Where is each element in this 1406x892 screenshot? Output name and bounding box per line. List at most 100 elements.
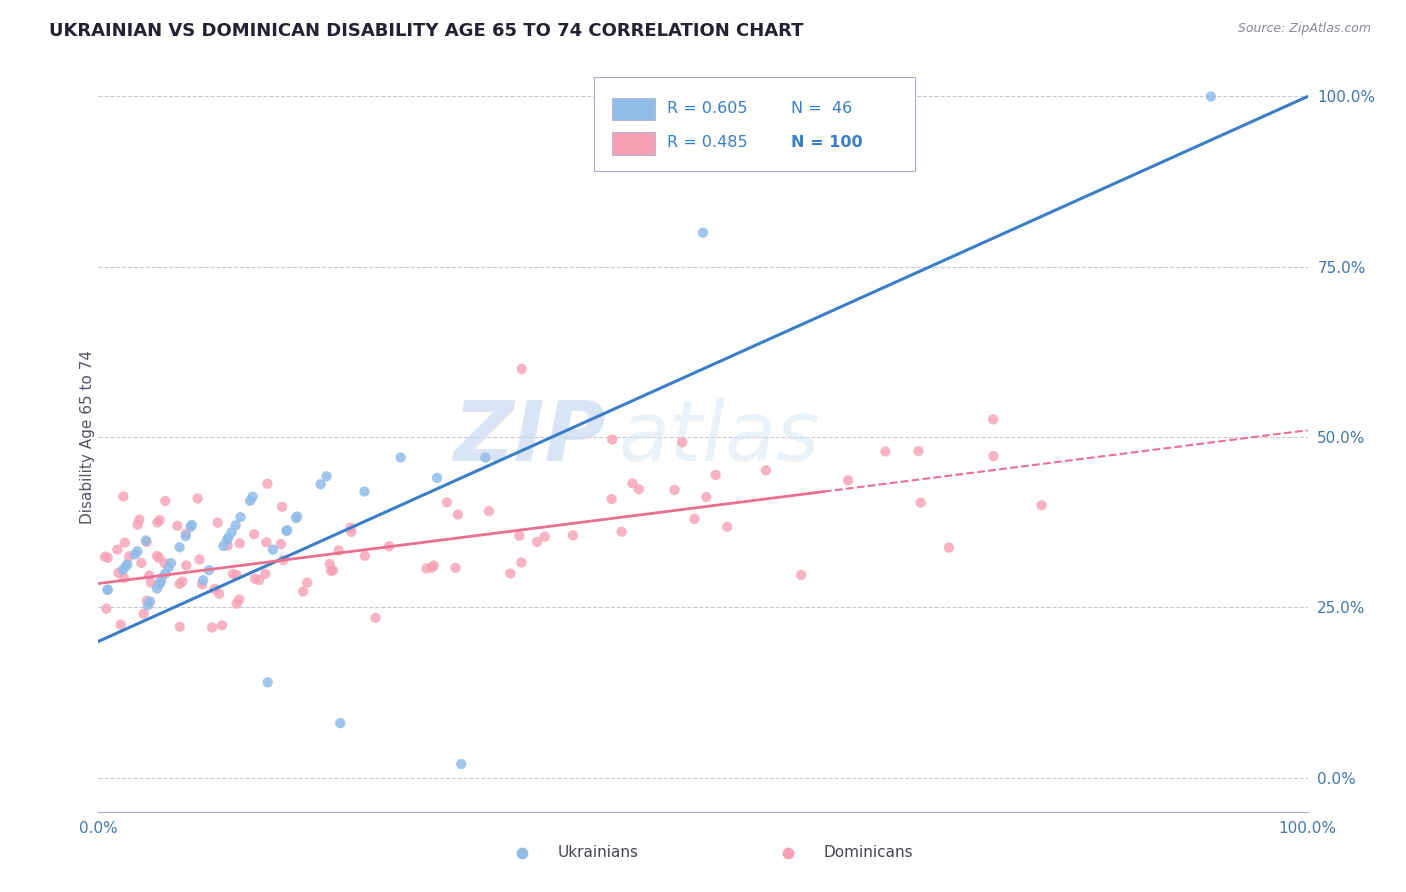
Point <box>153 556 176 570</box>
Point <box>166 518 188 533</box>
Point <box>309 477 332 491</box>
Point <box>96 582 118 597</box>
Point <box>271 500 294 514</box>
Y-axis label: Disability Age 65 to 74: Disability Age 65 to 74 <box>80 350 94 524</box>
Point <box>776 808 799 822</box>
Point <box>627 482 650 496</box>
Point <box>229 536 252 550</box>
Point <box>211 618 233 632</box>
Point <box>292 584 315 599</box>
Point <box>243 527 266 541</box>
Point <box>600 433 623 447</box>
Text: Source: ZipAtlas.com: Source: ZipAtlas.com <box>1237 22 1371 36</box>
Point <box>426 471 449 485</box>
Point <box>478 504 501 518</box>
Point <box>135 594 157 608</box>
Point <box>124 547 146 561</box>
Point <box>146 549 169 563</box>
Point <box>322 563 344 577</box>
Point <box>139 594 162 608</box>
Point <box>875 444 897 458</box>
Point <box>508 529 530 543</box>
Point <box>221 525 243 540</box>
Point <box>422 558 444 573</box>
Point <box>790 568 813 582</box>
Point <box>127 517 149 532</box>
Point <box>600 491 623 506</box>
Point <box>180 517 202 532</box>
Point <box>340 524 363 539</box>
Text: ZIP: ZIP <box>454 397 606 477</box>
Text: N = 100: N = 100 <box>792 135 863 150</box>
Point <box>225 518 247 533</box>
Point <box>664 483 686 497</box>
Text: UKRAINIAN VS DOMINICAN DISABILITY AGE 65 TO 74 CORRELATION CHART: UKRAINIAN VS DOMINICAN DISABILITY AGE 65… <box>49 22 804 40</box>
Point <box>191 577 214 591</box>
Point <box>447 508 470 522</box>
Point <box>225 568 247 582</box>
Point <box>474 450 496 465</box>
Point <box>112 571 135 585</box>
Point <box>315 469 337 483</box>
Point <box>561 528 583 542</box>
Point <box>96 601 118 615</box>
Point <box>146 582 169 596</box>
Point <box>450 757 472 772</box>
Text: R = 0.605: R = 0.605 <box>666 101 747 116</box>
Point <box>621 476 644 491</box>
Point <box>983 449 1005 463</box>
Point <box>132 607 155 621</box>
Point <box>319 564 342 578</box>
Point <box>188 552 211 566</box>
Point <box>229 510 252 524</box>
Point <box>105 542 128 557</box>
Point <box>169 540 191 554</box>
Point <box>276 523 298 537</box>
Point <box>174 526 197 541</box>
Point <box>354 549 377 563</box>
Point <box>837 473 859 487</box>
Point <box>285 511 308 525</box>
Point <box>276 524 298 538</box>
Point <box>150 571 173 585</box>
Point <box>148 550 170 565</box>
Point <box>97 582 120 597</box>
Point <box>755 463 778 477</box>
Point <box>117 558 139 572</box>
Point <box>704 467 727 482</box>
Point <box>222 566 245 581</box>
Point <box>212 539 235 553</box>
Point <box>217 531 239 545</box>
Point <box>285 509 308 524</box>
Point <box>436 495 458 509</box>
Point <box>135 533 157 548</box>
Point <box>389 450 412 465</box>
Point <box>243 572 266 586</box>
Point <box>97 550 120 565</box>
Point <box>114 559 136 574</box>
Point <box>254 535 277 549</box>
Point <box>149 513 172 527</box>
Point <box>256 476 278 491</box>
Point <box>225 597 247 611</box>
Point <box>329 716 352 731</box>
Point <box>271 553 294 567</box>
Point <box>204 582 226 596</box>
Point <box>180 520 202 534</box>
Point <box>510 808 533 822</box>
Point <box>499 566 522 581</box>
Point <box>169 577 191 591</box>
Point <box>114 535 136 549</box>
Point <box>135 534 157 549</box>
Point <box>254 566 277 581</box>
Point <box>228 592 250 607</box>
Point <box>510 362 533 376</box>
Point <box>172 574 194 589</box>
FancyBboxPatch shape <box>613 97 655 120</box>
Point <box>198 563 221 577</box>
Point <box>155 566 177 581</box>
Point <box>242 490 264 504</box>
Point <box>364 611 387 625</box>
Point <box>420 560 443 574</box>
Point <box>247 573 270 587</box>
